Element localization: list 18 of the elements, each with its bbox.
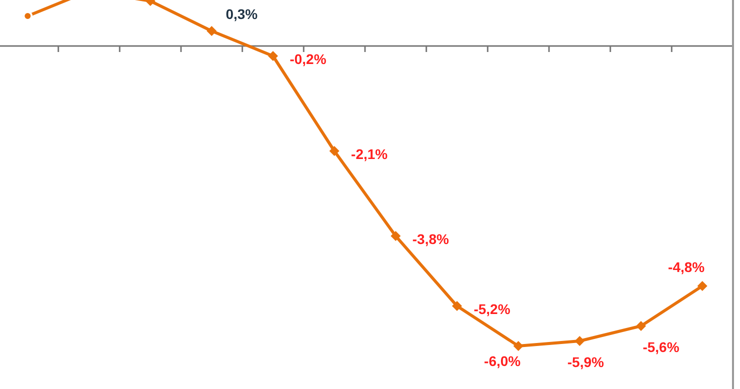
point (636, 321, 646, 331)
point (697, 281, 708, 291)
point (268, 51, 278, 61)
data-label: -5,9% (567, 354, 604, 370)
data-label: -3,8% (412, 231, 450, 247)
point (329, 146, 340, 156)
data-label: -2,1% (351, 146, 388, 162)
data-label: -6,0% (484, 353, 522, 369)
point (574, 336, 585, 346)
point (390, 231, 401, 241)
data-label: -5,2% (474, 301, 511, 317)
point (206, 26, 217, 36)
point (452, 301, 462, 311)
data-label: -5,6% (642, 339, 680, 355)
data-label: -4,8% (668, 259, 706, 275)
data-label: 0,3% (226, 6, 258, 22)
data-label: -0,2% (290, 51, 327, 67)
point (513, 341, 524, 351)
